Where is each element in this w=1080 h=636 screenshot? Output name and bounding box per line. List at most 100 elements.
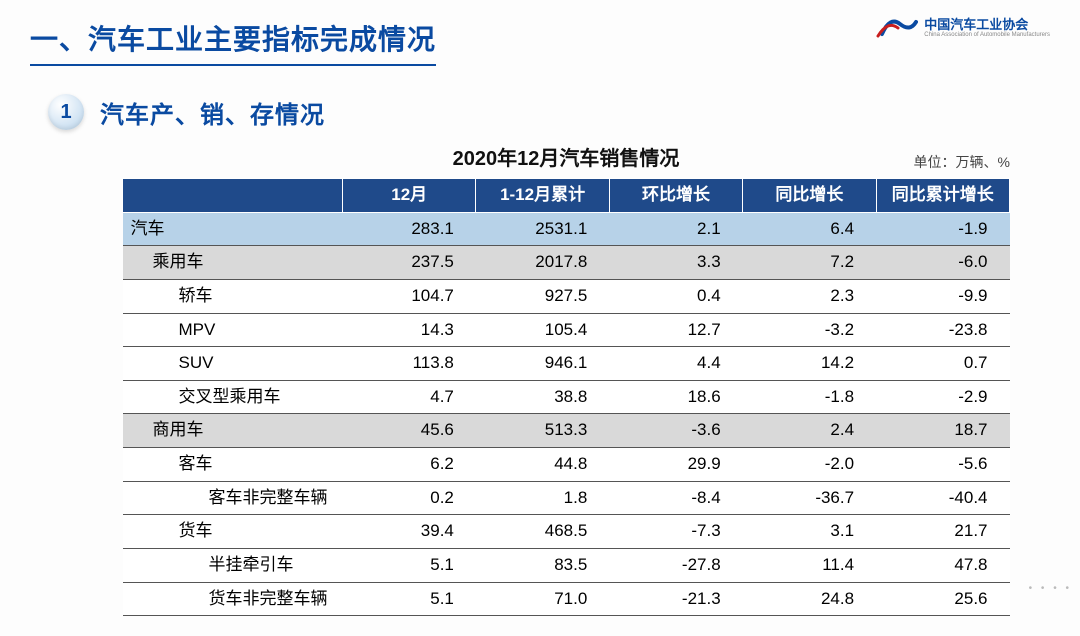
cell-value: 25.6 <box>876 582 1009 616</box>
cell-value: 44.8 <box>476 448 609 482</box>
cell-value: 24.8 <box>743 582 876 616</box>
cell-value: 38.8 <box>476 380 609 414</box>
cell-value: 5.1 <box>343 549 476 583</box>
cell-value: 83.5 <box>476 549 609 583</box>
row-label: 客车非完整车辆 <box>123 481 343 515</box>
cell-value: 0.4 <box>609 279 742 313</box>
table-row: 乘用车237.52017.83.37.2-6.0 <box>123 246 1010 280</box>
cell-value: 927.5 <box>476 279 609 313</box>
sales-table: 12月 1-12月累计 环比增长 同比增长 同比累计增长 汽车283.12531… <box>122 178 1010 616</box>
table-unit: 单位：万辆、% <box>914 152 1010 172</box>
cell-value: 71.0 <box>476 582 609 616</box>
cell-value: -1.8 <box>743 380 876 414</box>
cell-value: 6.2 <box>343 448 476 482</box>
cell-value: 468.5 <box>476 515 609 549</box>
cell-value: -36.7 <box>743 481 876 515</box>
logo-text-en: China Association of Automobile Manufact… <box>924 32 1050 38</box>
cell-value: 11.4 <box>743 549 876 583</box>
cell-value: 513.3 <box>476 414 609 448</box>
table-row: 客车非完整车辆0.21.8-8.4-36.7-40.4 <box>123 481 1010 515</box>
table-row: 商用车45.6513.3-3.62.418.7 <box>123 414 1010 448</box>
cell-value: -3.2 <box>743 313 876 347</box>
cell-value: 7.2 <box>743 246 876 280</box>
col-header: 同比累计增长 <box>876 179 1009 213</box>
row-label: SUV <box>123 347 343 381</box>
row-label: 货车非完整车辆 <box>123 582 343 616</box>
cell-value: -27.8 <box>609 549 742 583</box>
table-row: 轿车104.7927.50.42.3-9.9 <box>123 279 1010 313</box>
cell-value: 39.4 <box>343 515 476 549</box>
cell-value: -23.8 <box>876 313 1009 347</box>
cell-value: -6.0 <box>876 246 1009 280</box>
cell-value: 1.8 <box>476 481 609 515</box>
logo-mark-icon <box>876 14 918 42</box>
table-row: 汽车283.12531.12.16.4-1.9 <box>123 212 1010 246</box>
cell-value: 14.2 <box>743 347 876 381</box>
row-label: 客车 <box>123 448 343 482</box>
cell-value: -40.4 <box>876 481 1009 515</box>
cell-value: 4.7 <box>343 380 476 414</box>
col-header: 1-12月累计 <box>476 179 609 213</box>
table-row: 交叉型乘用车4.738.818.6-1.8-2.9 <box>123 380 1010 414</box>
row-label: MPV <box>123 313 343 347</box>
section-subtitle: 汽车产、销、存情况 <box>100 95 325 130</box>
cell-value: 21.7 <box>876 515 1009 549</box>
cell-value: 0.7 <box>876 347 1009 381</box>
cell-value: 12.7 <box>609 313 742 347</box>
cell-value: 3.3 <box>609 246 742 280</box>
cell-value: 0.2 <box>343 481 476 515</box>
cell-value: 105.4 <box>476 313 609 347</box>
section-number-badge: 1 <box>48 94 84 130</box>
col-header: 12月 <box>343 179 476 213</box>
table-row: 货车非完整车辆5.171.0-21.324.825.6 <box>123 582 1010 616</box>
cell-value: 14.3 <box>343 313 476 347</box>
cell-value: -2.0 <box>743 448 876 482</box>
table-row: SUV113.8946.14.414.20.7 <box>123 347 1010 381</box>
page-title: 一、汽车工业主要指标完成情况 <box>30 18 436 66</box>
org-logo: 中国汽车工业协会 China Association of Automobile… <box>876 14 1050 42</box>
cell-value: -21.3 <box>609 582 742 616</box>
row-label: 轿车 <box>123 279 343 313</box>
col-header: 环比增长 <box>609 179 742 213</box>
cell-value: -8.4 <box>609 481 742 515</box>
row-label: 货车 <box>123 515 343 549</box>
cell-value: -3.6 <box>609 414 742 448</box>
cell-value: 2.4 <box>743 414 876 448</box>
cell-value: 18.7 <box>876 414 1009 448</box>
cell-value: 2.1 <box>609 212 742 246</box>
cell-value: 2.3 <box>743 279 876 313</box>
cell-value: 283.1 <box>343 212 476 246</box>
row-label: 交叉型乘用车 <box>123 380 343 414</box>
cell-value: 45.6 <box>343 414 476 448</box>
cell-value: 3.1 <box>743 515 876 549</box>
cell-value: 104.7 <box>343 279 476 313</box>
cell-value: 237.5 <box>343 246 476 280</box>
cell-value: -9.9 <box>876 279 1009 313</box>
cell-value: 6.4 <box>743 212 876 246</box>
cell-value: -2.9 <box>876 380 1009 414</box>
cell-value: 946.1 <box>476 347 609 381</box>
decoration-dots: • • • • <box>1029 583 1072 594</box>
cell-value: 29.9 <box>609 448 742 482</box>
col-header <box>123 179 343 213</box>
col-header: 同比增长 <box>743 179 876 213</box>
row-label: 商用车 <box>123 414 343 448</box>
row-label: 汽车 <box>123 212 343 246</box>
table-row: MPV14.3105.412.7-3.2-23.8 <box>123 313 1010 347</box>
table-row: 货车39.4468.5-7.33.121.7 <box>123 515 1010 549</box>
cell-value: -1.9 <box>876 212 1009 246</box>
row-label: 半挂牵引车 <box>123 549 343 583</box>
cell-value: 5.1 <box>343 582 476 616</box>
cell-value: 2017.8 <box>476 246 609 280</box>
table-header-row: 12月 1-12月累计 环比增长 同比增长 同比累计增长 <box>123 179 1010 213</box>
cell-value: -7.3 <box>609 515 742 549</box>
row-label: 乘用车 <box>123 246 343 280</box>
cell-value: 47.8 <box>876 549 1009 583</box>
logo-text-cn: 中国汽车工业协会 <box>924 18 1050 32</box>
cell-value: 2531.1 <box>476 212 609 246</box>
cell-value: 113.8 <box>343 347 476 381</box>
cell-value: 18.6 <box>609 380 742 414</box>
cell-value: -5.6 <box>876 448 1009 482</box>
table-row: 半挂牵引车5.183.5-27.811.447.8 <box>123 549 1010 583</box>
cell-value: 4.4 <box>609 347 742 381</box>
